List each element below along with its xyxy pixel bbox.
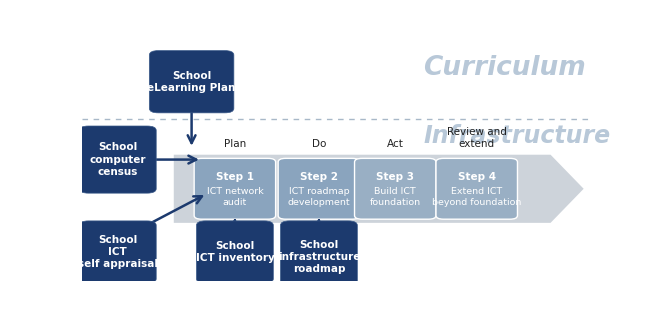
Text: Do: Do: [311, 139, 326, 149]
Text: Step 2: Step 2: [300, 172, 338, 182]
Text: School
ICT inventory: School ICT inventory: [196, 241, 274, 263]
Text: School
ICT
self appraisal: School ICT self appraisal: [78, 235, 158, 270]
Polygon shape: [173, 155, 583, 223]
Text: Step 1: Step 1: [216, 172, 254, 182]
FancyBboxPatch shape: [355, 158, 436, 219]
FancyBboxPatch shape: [281, 221, 357, 293]
FancyBboxPatch shape: [149, 51, 234, 113]
Text: ICT roadmap
development: ICT roadmap development: [288, 187, 350, 207]
FancyBboxPatch shape: [436, 158, 518, 219]
Text: Review and
extend: Review and extend: [447, 127, 507, 149]
Text: School
computer
census: School computer census: [89, 142, 146, 177]
Text: Step 3: Step 3: [376, 172, 415, 182]
Text: Extend ICT
beyond foundation: Extend ICT beyond foundation: [432, 187, 522, 207]
FancyBboxPatch shape: [278, 158, 359, 219]
Text: Curriculum: Curriculum: [423, 55, 586, 81]
FancyBboxPatch shape: [79, 221, 156, 283]
FancyBboxPatch shape: [79, 126, 156, 193]
FancyBboxPatch shape: [196, 221, 273, 283]
Text: Step 4: Step 4: [458, 172, 496, 182]
Text: ICT network
audit: ICT network audit: [206, 187, 263, 207]
Text: Plan: Plan: [224, 139, 246, 149]
Text: Infrastructure: Infrastructure: [423, 125, 610, 149]
Text: Build ICT
foundation: Build ICT foundation: [370, 187, 421, 207]
FancyBboxPatch shape: [194, 158, 276, 219]
Text: Act: Act: [387, 139, 403, 149]
Text: School
eLearning Plan: School eLearning Plan: [147, 70, 236, 93]
Text: School
infrastructure
roadmap: School infrastructure roadmap: [278, 240, 360, 274]
